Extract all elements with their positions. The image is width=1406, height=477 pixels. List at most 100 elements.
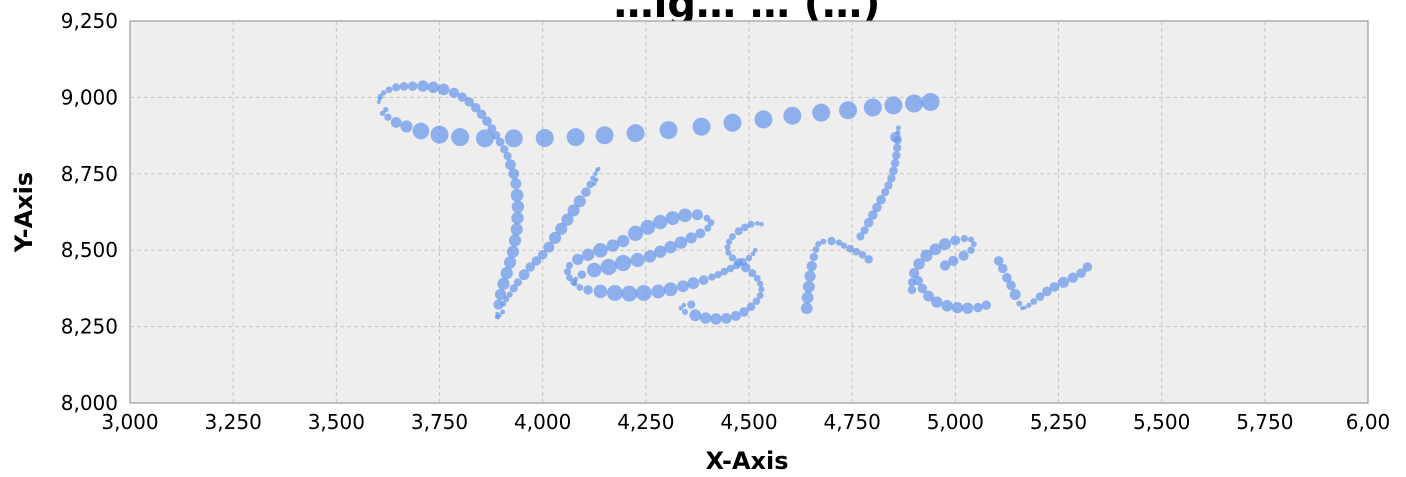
data-point (665, 211, 680, 226)
data-points (376, 80, 1093, 325)
data-point (511, 200, 525, 214)
data-point (809, 252, 818, 262)
data-point (1042, 286, 1052, 297)
y-tick-label: 9,000 (61, 85, 118, 109)
x-axis-title: X-Axis (705, 447, 788, 475)
data-point (881, 188, 890, 197)
data-point (698, 275, 709, 285)
data-point (664, 240, 677, 254)
data-point (846, 244, 854, 253)
data-point (951, 301, 964, 314)
data-point (505, 159, 516, 170)
data-point (746, 302, 756, 311)
data-point (511, 211, 524, 225)
data-point (754, 110, 773, 129)
data-point (815, 241, 822, 248)
data-point (872, 202, 882, 213)
x-tick-label: 6,00 (1346, 410, 1391, 434)
data-point (827, 236, 836, 246)
data-point (500, 300, 507, 307)
data-point (687, 277, 700, 290)
data-point (606, 239, 620, 252)
data-point (678, 208, 692, 223)
data-point (856, 232, 865, 241)
y-tick-labels: 9,250 9,000 8,750 8,500 8,250 8,000 (61, 9, 118, 415)
data-point (923, 290, 934, 302)
data-point (535, 129, 554, 148)
data-point (475, 129, 494, 148)
data-point (591, 181, 597, 186)
data-point (739, 307, 749, 317)
data-point (464, 97, 474, 107)
data-point (905, 94, 924, 113)
data-point (741, 223, 749, 232)
data-point (510, 223, 523, 236)
data-point (939, 238, 951, 251)
y-tick-label: 8,000 (61, 391, 118, 415)
data-point (852, 247, 861, 256)
data-point (710, 313, 722, 325)
data-point (471, 103, 481, 113)
data-point (451, 128, 470, 147)
data-point (968, 236, 974, 243)
x-tick-label: 4,250 (617, 410, 674, 434)
data-point (381, 90, 387, 96)
data-point (890, 158, 900, 168)
data-point (573, 276, 579, 282)
data-point (495, 137, 505, 147)
data-point (720, 312, 732, 324)
data-point (864, 255, 873, 264)
data-point (627, 225, 644, 241)
data-point (635, 285, 652, 301)
data-point (508, 234, 522, 247)
data-point (747, 220, 755, 228)
data-point (565, 261, 574, 270)
data-point (699, 312, 712, 324)
data-point (379, 110, 386, 117)
data-point (407, 81, 418, 91)
x-tick-label: 5,000 (927, 410, 984, 434)
data-point (548, 231, 562, 245)
data-point (583, 285, 593, 295)
data-point (643, 250, 657, 263)
data-point (920, 249, 933, 262)
x-tick-label: 4,750 (824, 410, 881, 434)
data-point (566, 274, 573, 282)
x-tick-label: 3,750 (411, 410, 468, 434)
data-point (728, 254, 737, 262)
data-point (750, 251, 756, 257)
data-point (960, 234, 969, 243)
data-point (884, 96, 903, 115)
data-point (491, 130, 501, 140)
data-point (586, 262, 602, 278)
data-point (806, 260, 817, 272)
data-point (593, 177, 599, 183)
data-point (695, 228, 706, 239)
data-point (581, 187, 591, 197)
data-point (659, 121, 678, 140)
data-point (626, 124, 645, 143)
data-point (740, 262, 751, 273)
data-point (734, 227, 743, 236)
data-point (802, 280, 815, 293)
data-point (691, 209, 703, 221)
data-point (1067, 272, 1079, 283)
data-point (962, 302, 974, 314)
data-point (572, 253, 584, 266)
x-tick-label: 3,500 (308, 410, 365, 434)
data-point (577, 270, 587, 279)
data-point (895, 125, 901, 131)
data-point (506, 245, 520, 258)
data-point (581, 248, 595, 261)
x-tick-label: 4,500 (720, 410, 777, 434)
data-point (476, 109, 487, 119)
data-point (708, 273, 716, 281)
data-point (593, 242, 608, 258)
data-point (615, 254, 632, 272)
y-tick-label: 9,250 (61, 9, 118, 33)
data-point (981, 300, 992, 310)
data-point (917, 283, 928, 294)
data-point (376, 99, 381, 104)
data-point (681, 302, 687, 308)
data-point (487, 124, 497, 133)
